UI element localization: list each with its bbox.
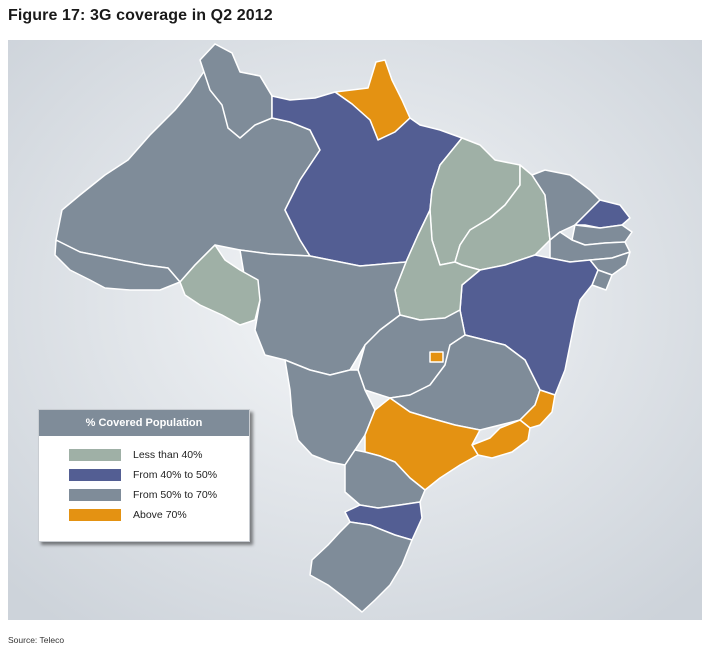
map-legend: % Covered Population Less than 40% From … (38, 409, 250, 542)
legend-swatch (69, 449, 121, 461)
state-rondonia[interactable] (179, 244, 261, 326)
legend-item: From 50% to 70% (69, 488, 217, 502)
legend-swatch (69, 509, 121, 521)
legend-swatch (69, 489, 121, 501)
legend-item: From 40% to 50% (69, 468, 217, 482)
state-acre[interactable] (54, 239, 181, 291)
legend-label: From 40% to 50% (133, 469, 218, 481)
legend-label: Above 70% (133, 509, 187, 521)
state-mato-grosso-do-sul[interactable] (284, 359, 376, 466)
legend-item: Above 70% (69, 508, 187, 522)
legend-label: From 50% to 70% (133, 489, 218, 501)
state-espirito-santo[interactable] (519, 389, 556, 429)
figure-title: Figure 17: 3G coverage in Q2 2012 (8, 7, 273, 24)
legend-label: Less than 40% (133, 449, 203, 461)
legend-title: % Covered Population (39, 410, 249, 436)
state-distrito-federal[interactable] (429, 351, 444, 363)
legend-swatch (69, 469, 121, 481)
state-rio-grande-do-sul[interactable] (309, 521, 413, 613)
state-rio-de-janeiro[interactable] (471, 419, 531, 459)
legend-item: Less than 40% (69, 448, 202, 462)
state-mato-grosso[interactable] (239, 249, 407, 376)
source-note: Source: Teleco (8, 635, 65, 645)
